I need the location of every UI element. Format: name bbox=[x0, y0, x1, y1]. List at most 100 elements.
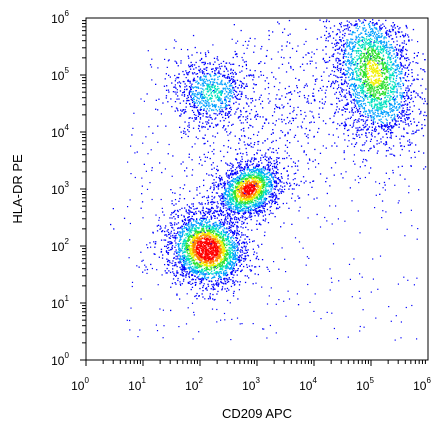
event-dot bbox=[225, 172, 228, 174]
event-dot bbox=[228, 236, 230, 238]
event-dot bbox=[219, 178, 221, 180]
event-dot bbox=[224, 288, 226, 290]
event-dot bbox=[182, 266, 184, 268]
event-dot bbox=[355, 35, 357, 37]
event-dot bbox=[199, 283, 201, 285]
event-dot bbox=[197, 269, 199, 272]
event-dot bbox=[240, 206, 242, 208]
event-dot bbox=[224, 184, 226, 187]
event-dot bbox=[372, 63, 374, 66]
event-dot bbox=[197, 222, 200, 224]
event-dot bbox=[236, 208, 238, 210]
event-dot bbox=[260, 199, 263, 201]
event-dot bbox=[180, 250, 182, 252]
event-dot bbox=[201, 245, 203, 248]
event-dot bbox=[226, 175, 228, 177]
event-dot bbox=[188, 272, 191, 274]
event-dot bbox=[242, 241, 244, 243]
event-dot bbox=[239, 261, 241, 263]
event-dot bbox=[179, 248, 181, 250]
event-dot bbox=[210, 260, 212, 262]
event-dot bbox=[196, 245, 198, 247]
event-dot bbox=[176, 256, 179, 258]
event-dot bbox=[194, 271, 196, 273]
event-dot bbox=[217, 278, 220, 280]
event-dot bbox=[196, 298, 198, 300]
event-dot bbox=[236, 230, 238, 232]
event-dot bbox=[192, 248, 195, 250]
event-dot bbox=[199, 287, 201, 290]
event-dot bbox=[377, 106, 379, 108]
event-dot bbox=[209, 262, 211, 264]
event-dot bbox=[360, 87, 362, 90]
event-dot bbox=[186, 224, 189, 226]
event-dot bbox=[244, 167, 246, 169]
event-dot bbox=[385, 155, 387, 157]
event-dot bbox=[241, 167, 244, 169]
event-dot bbox=[187, 228, 190, 230]
event-dot bbox=[223, 262, 225, 265]
event-dot bbox=[192, 268, 194, 270]
event-dot bbox=[228, 194, 230, 196]
event-dot bbox=[271, 176, 273, 178]
event-dot bbox=[230, 168, 232, 170]
event-dot bbox=[223, 258, 225, 260]
event-dot bbox=[170, 222, 173, 224]
event-dot bbox=[374, 95, 376, 97]
event-dot bbox=[403, 42, 405, 44]
event-dot bbox=[227, 279, 229, 281]
event-dot bbox=[252, 201, 254, 203]
event-dot bbox=[210, 288, 212, 290]
event-dot bbox=[203, 236, 205, 238]
event-dot bbox=[232, 258, 234, 260]
event-dot bbox=[260, 189, 262, 191]
event-dot bbox=[193, 245, 195, 247]
event-dot bbox=[413, 121, 416, 123]
event-dot bbox=[204, 276, 206, 278]
event-dot bbox=[275, 173, 277, 175]
event-dot bbox=[357, 87, 359, 89]
event-dot bbox=[230, 189, 232, 191]
event-dot bbox=[202, 279, 204, 281]
event-dot bbox=[181, 269, 183, 271]
event-dot bbox=[260, 198, 263, 201]
event-dot bbox=[345, 44, 348, 46]
event-dot bbox=[209, 293, 211, 295]
event-dot bbox=[390, 116, 392, 119]
event-dot bbox=[176, 237, 178, 239]
event-dot bbox=[221, 289, 223, 291]
event-dot bbox=[356, 74, 358, 77]
event-dot bbox=[254, 175, 256, 178]
event-dot bbox=[249, 209, 251, 211]
event-dot bbox=[190, 224, 192, 227]
event-dot bbox=[174, 246, 176, 248]
event-dot bbox=[264, 192, 267, 195]
event-dot bbox=[205, 266, 207, 268]
event-dot bbox=[218, 253, 221, 256]
event-dot bbox=[214, 227, 216, 230]
event-dot bbox=[177, 232, 179, 234]
event-dot bbox=[226, 239, 228, 241]
event-dot bbox=[200, 282, 203, 284]
event-dot bbox=[211, 217, 213, 219]
event-dot bbox=[221, 267, 223, 270]
event-dot bbox=[226, 212, 229, 214]
event-dot bbox=[202, 249, 204, 251]
event-dot bbox=[260, 185, 262, 187]
event-dot bbox=[238, 243, 240, 245]
event-dot bbox=[253, 154, 255, 156]
event-dot bbox=[272, 177, 274, 179]
event-dot bbox=[229, 240, 231, 242]
event-dot bbox=[246, 180, 248, 182]
event-dot bbox=[272, 212, 274, 215]
event-dot bbox=[180, 274, 182, 276]
event-dot bbox=[208, 245, 210, 247]
event-dot bbox=[221, 247, 223, 249]
event-dot bbox=[210, 261, 212, 263]
event-dot bbox=[204, 253, 207, 255]
event-dot bbox=[261, 185, 263, 188]
event-dot bbox=[269, 161, 271, 163]
event-dot bbox=[223, 238, 225, 240]
event-dot bbox=[185, 248, 188, 250]
event-dot bbox=[221, 176, 223, 179]
